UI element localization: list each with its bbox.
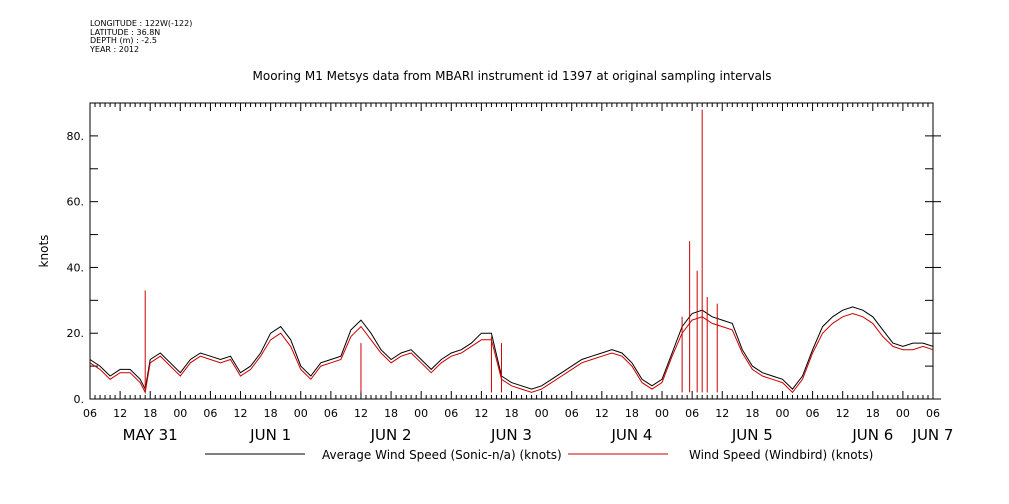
x-tick-label: 18 xyxy=(143,407,157,420)
day-label: JUN 7 xyxy=(912,426,954,444)
x-tick-label: 06 xyxy=(565,407,579,420)
x-tick-label: 00 xyxy=(775,407,789,420)
legend-label-windbird: Wind Speed (Windbird) (knots) xyxy=(689,448,873,462)
plot-frame xyxy=(89,102,934,400)
x-tick-label: 18 xyxy=(264,407,278,420)
latitude-label: LATITUDE : 36.8N xyxy=(90,27,161,37)
chart-title: Mooring M1 Metsys data from MBARI instru… xyxy=(253,69,772,83)
day-label: JUN 5 xyxy=(731,426,773,444)
y-tick-label: 40. xyxy=(67,261,85,274)
depth-label: DEPTH (m) : -2.5 xyxy=(90,36,157,45)
x-tick-label: 18 xyxy=(866,407,880,420)
x-tick-label: 06 xyxy=(83,407,97,420)
x-tick-label: 18 xyxy=(625,407,639,420)
x-tick-label: 00 xyxy=(535,407,549,420)
x-tick-label: 00 xyxy=(414,407,428,420)
x-tick-label: 12 xyxy=(595,407,609,420)
x-tick-label: 12 xyxy=(474,407,488,420)
series-line-0 xyxy=(89,306,934,391)
y-tick-label: 60. xyxy=(67,196,85,209)
x-tick-label: 00 xyxy=(896,407,910,420)
day-label: JUN 1 xyxy=(249,426,291,444)
x-tick-label: 12 xyxy=(234,407,248,420)
axis-ticks: 06 12 18 00 06 12 18 00 06 12 18 00 06 12 18 00 06 12 18 00… xyxy=(67,102,954,444)
day-label: JUN 3 xyxy=(490,426,532,444)
longitude-label: LONGITUDE : 122W(-122) xyxy=(90,19,193,28)
x-tick-label: 12 xyxy=(715,407,729,420)
x-tick-label: 06 xyxy=(926,407,940,420)
day-label: JUN 6 xyxy=(851,426,893,444)
x-tick-label: 06 xyxy=(444,407,458,420)
legend-label-average: Average Wind Speed (Sonic-n/a) (knots) xyxy=(322,448,562,462)
x-tick-label: 00 xyxy=(655,407,669,420)
x-tick-label: 06 xyxy=(324,407,338,420)
series-line-1 xyxy=(89,312,934,394)
x-tick-label: 06 xyxy=(685,407,699,420)
x-tick-label: 12 xyxy=(113,407,127,420)
year-label: YEAR : 2012 xyxy=(90,44,140,54)
x-tick-label: 18 xyxy=(745,407,759,420)
metadata-block: LONGITUDE : 122W(-122) LATITUDE : 36.8N … xyxy=(90,19,193,54)
x-tick-label: 00 xyxy=(173,407,187,420)
x-tick-label: 00 xyxy=(294,407,308,420)
y-tick-label: 0. xyxy=(74,393,85,406)
series-group xyxy=(89,109,934,394)
day-label: MAY 31 xyxy=(123,426,178,444)
x-tick-label: 12 xyxy=(354,407,368,420)
x-tick-label: 06 xyxy=(806,407,820,420)
x-tick-label: 06 xyxy=(203,407,217,420)
y-axis-label: knots xyxy=(37,235,51,268)
day-label: JUN 4 xyxy=(610,426,652,444)
y-tick-label: 80. xyxy=(67,130,85,143)
x-tick-label: 12 xyxy=(836,407,850,420)
x-tick-label: 18 xyxy=(384,407,398,420)
legend: Average Wind Speed (Sonic-n/a) (knots) W… xyxy=(205,448,873,462)
y-tick-label: 20. xyxy=(67,327,85,340)
day-label: JUN 2 xyxy=(370,426,412,444)
x-tick-label: 18 xyxy=(505,407,519,420)
